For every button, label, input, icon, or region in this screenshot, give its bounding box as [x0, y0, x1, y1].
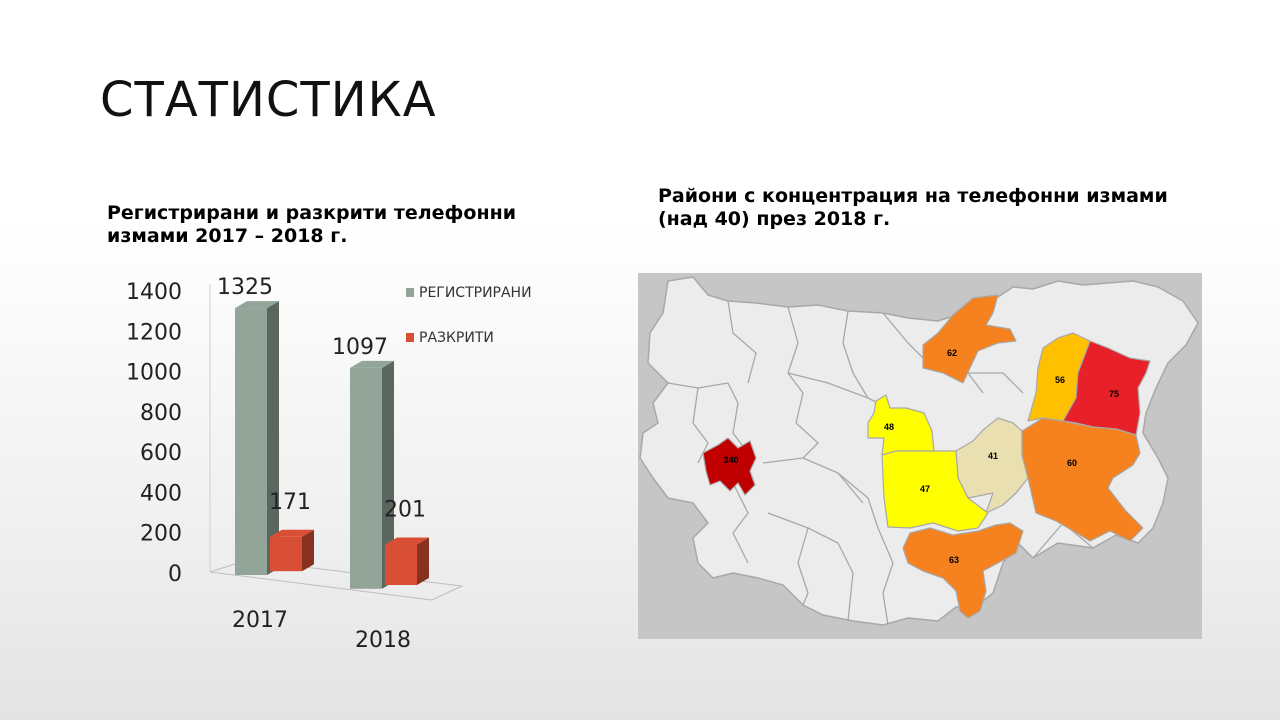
- bar-solved-2017: [270, 536, 302, 572]
- y-tick-label: 400: [140, 481, 182, 506]
- border-line: [667, 382, 749, 564]
- map-subtitle-line2: (над 40) през 2018 г.: [658, 208, 891, 230]
- data-label-solved-2017: 171: [269, 490, 311, 515]
- map-highlighted-regions: [702, 294, 1151, 619]
- bar-solved-2018: [385, 544, 417, 585]
- bar-registered-2017: [235, 308, 267, 575]
- region-label-varna: 60: [1067, 458, 1077, 468]
- border-line: [837, 472, 864, 504]
- legend-swatch-registered: [406, 288, 414, 297]
- border-line: [842, 310, 869, 399]
- chart-floor: [209, 559, 464, 601]
- border-line: [767, 512, 854, 622]
- legend-swatch-solved: [406, 333, 414, 342]
- y-tick-label: 1400: [126, 280, 182, 305]
- border-line: [727, 300, 757, 384]
- bar-chart-subtitle-line2: измами 2017 – 2018 г.: [107, 225, 348, 247]
- legend-label-registered: РЕГИСТРИРАНИ: [419, 285, 532, 301]
- map-subtitle-line1: Райони с концентрация на телефонни измам…: [658, 185, 1168, 207]
- border-line: [967, 372, 984, 394]
- border-line: [877, 527, 894, 626]
- y-tick-label: 200: [140, 522, 182, 547]
- region-varna: [1021, 417, 1144, 542]
- bulgaria-map: 340 62 56 75 48 41 47 60 63: [639, 276, 1199, 626]
- region-stara-zagora: [881, 450, 989, 532]
- y-tick-label: 0: [168, 562, 182, 587]
- region-sofia: [702, 437, 757, 496]
- region-label-shumen: 56: [1055, 375, 1065, 385]
- region-label-gabrovo: 41: [988, 451, 998, 461]
- region-ruse: [922, 294, 1017, 384]
- y-tick-label: 600: [140, 441, 182, 466]
- region-label-sofia: 340: [723, 455, 738, 465]
- y-tick-label: 1000: [126, 361, 182, 386]
- border-line: [795, 422, 819, 459]
- map-subtitle: Райони с концентрация на телефонни измам…: [658, 185, 1198, 231]
- bar-chart: 0 200 400 600 800 1000 1200 1400 1325 171 2017 1097…: [126, 275, 532, 653]
- bar-chart-subtitle: Регистрирани и разкрити телефонни измами…: [107, 202, 577, 248]
- legend-label-solved: РАЗКРИТИ: [419, 330, 494, 346]
- bar-side-registered-2018: [382, 360, 394, 589]
- x-tick-label-2017: 2017: [232, 608, 288, 633]
- slide-title: СТАТИСТИКА: [100, 72, 437, 128]
- region-label-lovech: 48: [884, 422, 894, 432]
- bar-side-registered-2017: [267, 301, 279, 575]
- map-internal-borders: [667, 300, 1094, 626]
- bar-top-registered-2018: [350, 360, 394, 368]
- region-haskovo: [902, 522, 1024, 619]
- x-tick-label-2018: 2018: [355, 628, 411, 653]
- bar-top-registered-2017: [235, 301, 279, 309]
- border-line: [797, 527, 809, 606]
- data-label-solved-2018: 201: [384, 498, 426, 523]
- map-value-labels: 340 62 56 75 48 41 47 60 63: [723, 348, 1119, 565]
- y-tick-label: 800: [140, 401, 182, 426]
- bar-chart-subtitle-line1: Регистрирани и разкрити телефонни: [107, 202, 517, 224]
- bar-top-solved-2017: [270, 529, 314, 537]
- region-label-stara-zagora: 47: [920, 484, 930, 494]
- region-label-dobrich: 75: [1109, 389, 1119, 399]
- data-label-registered-2018: 1097: [332, 335, 388, 360]
- bar-side-solved-2018: [417, 537, 429, 585]
- y-tick-label: 1200: [126, 320, 182, 345]
- data-label-registered-2017: 1325: [217, 275, 273, 300]
- bar-registered-2018: [350, 367, 382, 589]
- region-label-ruse: 62: [947, 348, 957, 358]
- region-label-haskovo: 63: [949, 555, 959, 565]
- bar-side-solved-2017: [302, 529, 314, 572]
- bulgaria-map-panel: 340 62 56 75 48 41 47 60 63: [638, 273, 1202, 639]
- bar-top-solved-2018: [385, 537, 429, 545]
